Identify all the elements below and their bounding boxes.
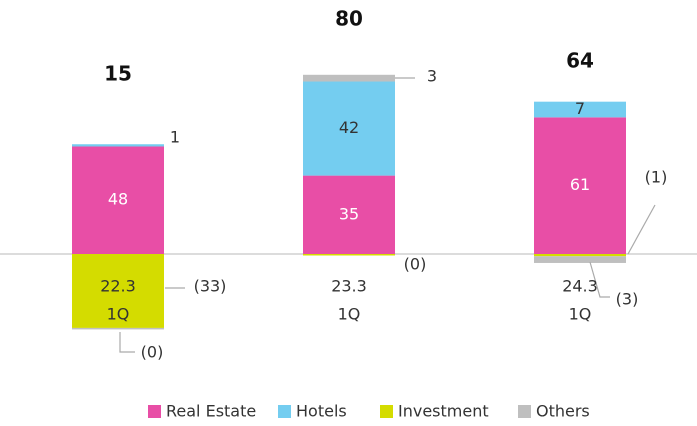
legend-swatch <box>148 405 161 418</box>
data-label: (0) <box>141 343 164 362</box>
data-label: 61 <box>570 175 590 194</box>
data-label: 7 <box>575 99 585 118</box>
x-tick-label: 24.3 <box>562 277 598 296</box>
legend-swatch <box>278 405 291 418</box>
data-label: (0) <box>404 255 427 274</box>
total-label: 80 <box>335 7 363 31</box>
bar-segment <box>72 327 164 330</box>
legend-label: Real Estate <box>166 402 256 421</box>
total-label: 64 <box>566 49 594 73</box>
bar-segment <box>72 254 164 328</box>
bar-segment <box>534 254 626 257</box>
x-tick-sublabel: 1Q <box>107 305 130 324</box>
total-label: 15 <box>104 62 132 86</box>
legend-label: Investment <box>398 402 489 421</box>
bar-segment <box>303 74 395 82</box>
data-label: (1) <box>645 168 668 187</box>
data-label: 1 <box>170 128 180 147</box>
data-label: (3) <box>616 290 639 309</box>
bar-segment <box>534 101 626 118</box>
legend-swatch <box>380 405 393 418</box>
bar-segment <box>534 117 626 254</box>
bar-segment <box>72 146 164 254</box>
bar-segment <box>303 254 395 256</box>
x-tick-label: 23.3 <box>331 277 367 296</box>
bar-segment <box>303 81 395 176</box>
leader-line <box>589 261 610 298</box>
data-label: (33) <box>194 277 227 296</box>
data-label: 35 <box>339 204 359 223</box>
data-label: 42 <box>339 118 359 137</box>
data-label: 48 <box>108 190 128 209</box>
legend-label: Others <box>536 402 590 421</box>
x-tick-sublabel: 1Q <box>569 305 592 324</box>
data-label: 3 <box>427 67 437 86</box>
bar-segment <box>72 144 164 147</box>
x-tick-sublabel: 1Q <box>338 305 361 324</box>
bar-segment <box>534 256 626 263</box>
bar-segment <box>303 175 395 254</box>
x-tick-label: 22.3 <box>100 277 136 296</box>
legend-label: Hotels <box>296 402 347 421</box>
leader-line <box>627 204 656 255</box>
leader-line <box>119 332 135 353</box>
legend-swatch <box>518 405 531 418</box>
